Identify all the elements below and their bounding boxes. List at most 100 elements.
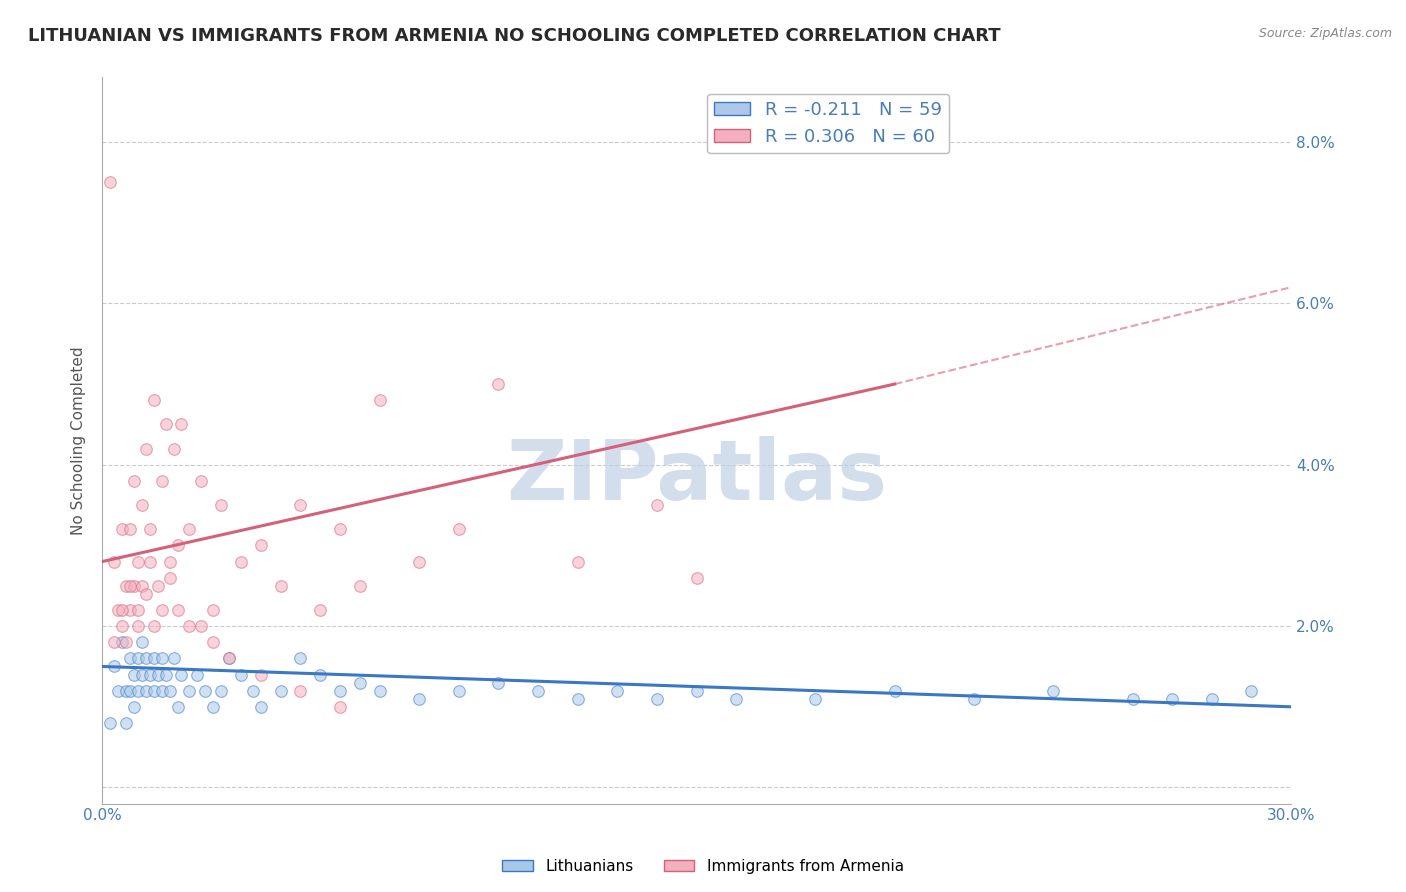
Point <box>309 603 332 617</box>
Point <box>329 699 352 714</box>
Text: ZIPatlas: ZIPatlas <box>506 436 887 517</box>
Point <box>567 555 589 569</box>
Point <box>349 675 371 690</box>
Point <box>202 635 225 649</box>
Point <box>645 691 668 706</box>
Point <box>329 522 352 536</box>
Point <box>135 651 157 665</box>
Point <box>804 691 827 706</box>
Point <box>103 555 125 569</box>
Point <box>111 603 134 617</box>
Point <box>111 619 134 633</box>
Point <box>122 579 145 593</box>
Point <box>139 667 162 681</box>
Point <box>118 522 141 536</box>
Point <box>127 603 149 617</box>
Point <box>963 691 986 706</box>
Point <box>150 474 173 488</box>
Point <box>122 474 145 488</box>
Point <box>290 683 312 698</box>
Point <box>142 393 165 408</box>
Point <box>155 667 177 681</box>
Point <box>179 619 201 633</box>
Point <box>229 667 252 681</box>
Point <box>159 683 181 698</box>
Point <box>107 603 129 617</box>
Point <box>567 691 589 706</box>
Point <box>142 651 165 665</box>
Point <box>249 699 271 714</box>
Point <box>135 683 157 698</box>
Point <box>368 393 391 408</box>
Point <box>488 377 510 392</box>
Point <box>1161 691 1184 706</box>
Point <box>166 603 188 617</box>
Point <box>142 683 165 698</box>
Point <box>166 538 188 552</box>
Point <box>179 522 201 536</box>
Point <box>139 522 162 536</box>
Legend: R = -0.211   N = 59, R = 0.306   N = 60: R = -0.211 N = 59, R = 0.306 N = 60 <box>707 94 949 153</box>
Point <box>131 667 153 681</box>
Point <box>127 555 149 569</box>
Point <box>186 667 208 681</box>
Point <box>368 683 391 698</box>
Point <box>98 175 121 189</box>
Point <box>146 667 169 681</box>
Point <box>162 651 184 665</box>
Point <box>270 683 292 698</box>
Point <box>135 442 157 456</box>
Point <box>1121 691 1143 706</box>
Point <box>202 603 225 617</box>
Point <box>218 651 240 665</box>
Point <box>527 683 550 698</box>
Point <box>115 715 138 730</box>
Point <box>218 651 240 665</box>
Point <box>645 498 668 512</box>
Point <box>127 683 149 698</box>
Point <box>685 571 707 585</box>
Point <box>159 555 181 569</box>
Point <box>242 683 264 698</box>
Point <box>408 691 430 706</box>
Point <box>685 683 707 698</box>
Point <box>127 651 149 665</box>
Point <box>408 555 430 569</box>
Point <box>118 579 141 593</box>
Point <box>115 579 138 593</box>
Point <box>190 474 212 488</box>
Point <box>150 683 173 698</box>
Point <box>150 651 173 665</box>
Point <box>131 498 153 512</box>
Point <box>166 699 188 714</box>
Point <box>103 659 125 673</box>
Point <box>290 651 312 665</box>
Text: LITHUANIAN VS IMMIGRANTS FROM ARMENIA NO SCHOOLING COMPLETED CORRELATION CHART: LITHUANIAN VS IMMIGRANTS FROM ARMENIA NO… <box>28 27 1001 45</box>
Point <box>1201 691 1223 706</box>
Point <box>249 667 271 681</box>
Point <box>309 667 332 681</box>
Point <box>162 442 184 456</box>
Point <box>115 683 138 698</box>
Point <box>1042 683 1064 698</box>
Point <box>883 683 905 698</box>
Point <box>107 683 129 698</box>
Point <box>118 651 141 665</box>
Point <box>290 498 312 512</box>
Point <box>606 683 628 698</box>
Point <box>447 683 470 698</box>
Point <box>159 571 181 585</box>
Point <box>1240 683 1263 698</box>
Point <box>349 579 371 593</box>
Point <box>131 579 153 593</box>
Y-axis label: No Schooling Completed: No Schooling Completed <box>72 346 86 535</box>
Point <box>209 498 232 512</box>
Point <box>488 675 510 690</box>
Point <box>270 579 292 593</box>
Point <box>122 667 145 681</box>
Point <box>118 683 141 698</box>
Point <box>202 699 225 714</box>
Point <box>127 619 149 633</box>
Point <box>329 683 352 698</box>
Point <box>179 683 201 698</box>
